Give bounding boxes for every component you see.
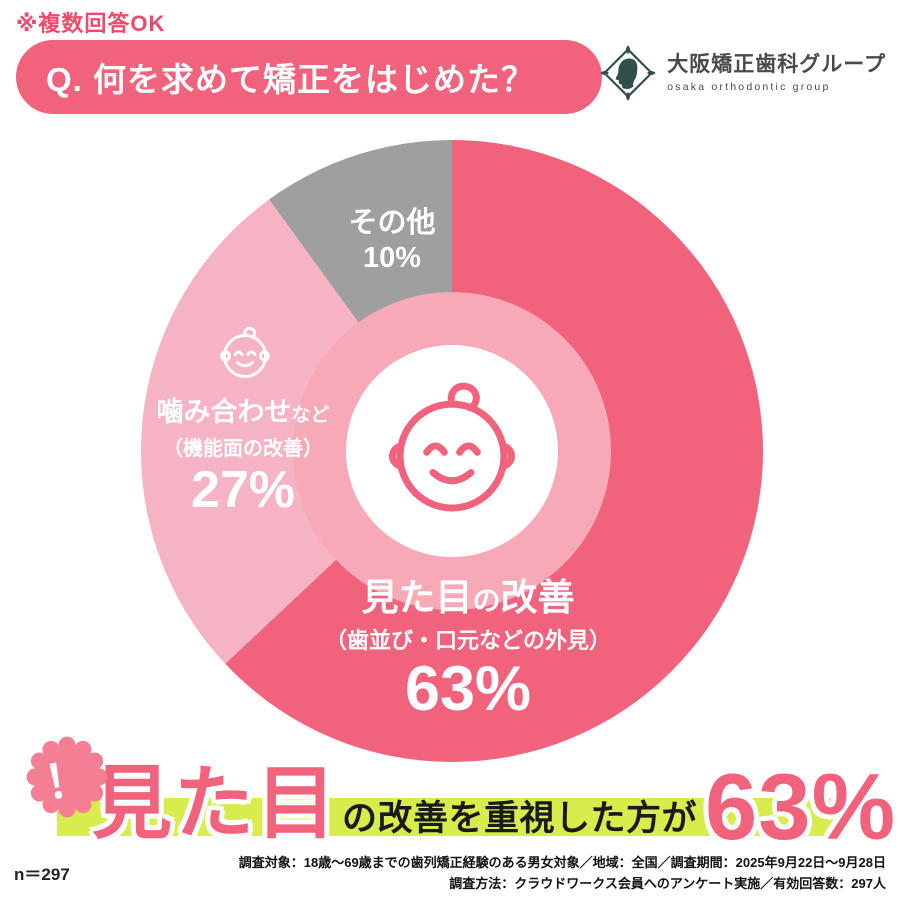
baby-face-icon [220, 326, 270, 378]
sample-size-label: n＝297 [14, 865, 70, 884]
multi-answer-note: ※複数回答OK [16, 11, 166, 36]
logo-name: 大阪矯正歯科グループ [667, 53, 886, 77]
segment-label-function: 噛み合わせなど （機能面の改善） 27% [118, 390, 368, 518]
logo-subtitle: osaka orthodontic group [667, 80, 831, 93]
logo-texts: 大阪矯正歯科グループ osaka orthodontic group [667, 52, 886, 93]
highlight-lead-text: 見た目 [92, 759, 338, 848]
question-title: Q. 何を求めて矯正をはじめた？ [46, 61, 536, 98]
segment-function-name-suffix: など [291, 405, 330, 426]
baby-face-icon [388, 382, 516, 512]
pie-chart [141, 140, 763, 762]
highlight-rest-text: の改善を重視した方が [342, 799, 698, 838]
segment-function-sublabel: （機能面の改善） [163, 438, 323, 460]
segment-appearance-name-p2: の [472, 585, 501, 616]
survey-note-line2: 調査方法：クラウドワークス会員へのアンケート実施／有効回答数：297人 [449, 875, 886, 891]
segment-label-others: その他 10% [322, 206, 462, 276]
segment-function-name-main: 噛み合わせ [156, 397, 292, 427]
segment-others-name: その他 [348, 207, 436, 239]
survey-notes: 調査対象：18歳～69歳までの歯列矯正経験のある男女対象／地域：全国／調査期間：… [239, 853, 886, 895]
exclamation-mark: ！ [40, 750, 95, 810]
segment-appearance-sublabel: （歯並び・口元などの外見） [324, 628, 611, 653]
segment-appearance-value: 63% [404, 654, 532, 724]
segment-function-value: 27% [190, 461, 296, 519]
segment-appearance-name: 見た目の改善 [297, 567, 639, 621]
survey-note-line1: 調査対象：18歳～69歳までの歯列矯正経験のある男女対象／地域：全国／調査期間：… [238, 855, 886, 870]
segment-function-name: 噛み合わせなど [118, 390, 368, 429]
highlight-value: 63% [705, 754, 897, 860]
segment-others-value: 10% [362, 241, 422, 274]
pie-center-circle [346, 345, 558, 557]
segment-appearance-name-p3: 改善 [500, 577, 575, 618]
segment-appearance-name-p1: 見た目 [361, 577, 473, 618]
cameo-diamond-logo-icon [600, 45, 656, 101]
highlight-message: 見た目 の改善を重視した方が 63% [92, 726, 896, 854]
highlight-bar [57, 798, 845, 836]
question-banner: Q. 何を求めて矯正をはじめた？ [16, 40, 602, 114]
exclamation-burst-icon: ！ [24, 734, 110, 820]
segment-label-appearance: 見た目の改善 （歯並び・口元などの外見） 63% [297, 567, 639, 722]
brand-logo: 大阪矯正歯科グループ osaka orthodontic group [599, 44, 886, 102]
